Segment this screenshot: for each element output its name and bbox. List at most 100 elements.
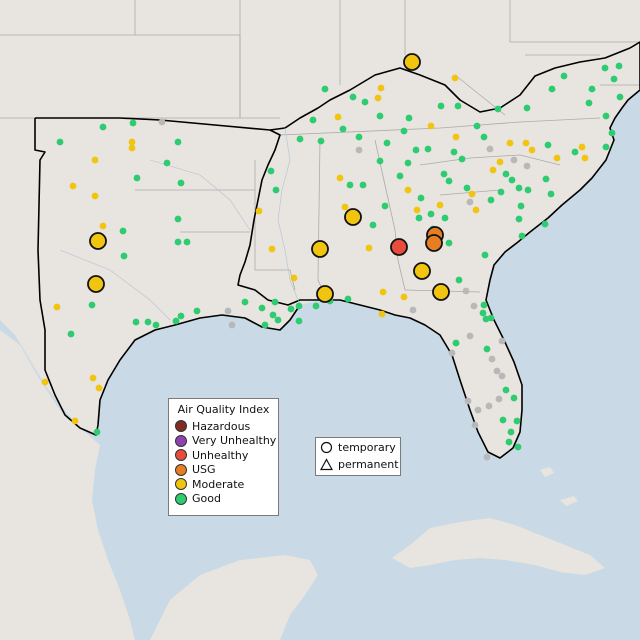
station-marker[interactable] <box>608 129 616 137</box>
station-marker[interactable] <box>41 378 49 386</box>
station-marker[interactable] <box>473 122 481 130</box>
station-marker[interactable] <box>505 438 513 446</box>
station-marker[interactable] <box>506 139 514 147</box>
station-marker[interactable] <box>454 102 462 110</box>
station-marker[interactable] <box>502 170 510 178</box>
station-marker[interactable] <box>495 395 503 403</box>
station-marker[interactable] <box>610 75 618 83</box>
station-marker[interactable] <box>174 138 182 146</box>
station-marker[interactable] <box>481 251 489 259</box>
station-marker[interactable] <box>413 206 421 214</box>
station-marker[interactable] <box>518 232 526 240</box>
station-marker[interactable] <box>128 144 136 152</box>
station-marker[interactable] <box>274 316 282 324</box>
station-marker[interactable] <box>365 244 373 252</box>
station-marker[interactable] <box>480 301 488 309</box>
station-marker[interactable] <box>522 139 530 147</box>
station-marker[interactable] <box>498 337 506 345</box>
station-marker[interactable] <box>427 210 435 218</box>
station-marker[interactable] <box>359 181 367 189</box>
station-marker[interactable] <box>405 114 413 122</box>
station-marker[interactable] <box>602 143 610 151</box>
station-marker[interactable] <box>129 119 137 127</box>
station-marker[interactable] <box>53 303 61 311</box>
station-marker[interactable] <box>474 406 482 414</box>
station-marker[interactable] <box>486 145 494 153</box>
station-marker[interactable] <box>67 330 75 338</box>
temporary-site-marker[interactable] <box>425 234 443 252</box>
station-marker[interactable] <box>174 238 182 246</box>
station-marker[interactable] <box>317 137 325 145</box>
station-marker[interactable] <box>427 122 435 130</box>
station-marker[interactable] <box>489 166 497 174</box>
station-marker[interactable] <box>448 349 456 357</box>
station-marker[interactable] <box>89 374 97 382</box>
station-marker[interactable] <box>379 288 387 296</box>
station-marker[interactable] <box>514 443 522 451</box>
station-marker[interactable] <box>177 179 185 187</box>
station-marker[interactable] <box>483 453 491 461</box>
station-marker[interactable] <box>261 321 269 329</box>
station-marker[interactable] <box>466 198 474 206</box>
station-marker[interactable] <box>496 158 504 166</box>
station-marker[interactable] <box>312 302 320 310</box>
temporary-site-marker[interactable] <box>316 285 334 303</box>
station-marker[interactable] <box>466 332 474 340</box>
station-marker[interactable] <box>497 188 505 196</box>
station-marker[interactable] <box>523 104 531 112</box>
station-marker[interactable] <box>510 156 518 164</box>
station-marker[interactable] <box>424 145 432 153</box>
station-marker[interactable] <box>355 133 363 141</box>
station-marker[interactable] <box>441 214 449 222</box>
station-marker[interactable] <box>445 239 453 247</box>
station-marker[interactable] <box>541 220 549 228</box>
station-marker[interactable] <box>336 174 344 182</box>
station-marker[interactable] <box>523 162 531 170</box>
station-marker[interactable] <box>224 307 232 315</box>
station-marker[interactable] <box>404 186 412 194</box>
station-marker[interactable] <box>267 167 275 175</box>
station-marker[interactable] <box>458 155 466 163</box>
station-marker[interactable] <box>128 138 136 146</box>
station-marker[interactable] <box>488 355 496 363</box>
temporary-site-marker[interactable] <box>390 238 408 256</box>
station-marker[interactable] <box>376 157 384 165</box>
station-marker[interactable] <box>437 102 445 110</box>
station-marker[interactable] <box>472 206 480 214</box>
station-marker[interactable] <box>601 64 609 72</box>
station-marker[interactable] <box>255 207 263 215</box>
station-marker[interactable] <box>369 221 377 229</box>
station-marker[interactable] <box>415 214 423 222</box>
station-marker[interactable] <box>355 146 363 154</box>
station-marker[interactable] <box>183 238 191 246</box>
station-marker[interactable] <box>452 339 460 347</box>
station-marker[interactable] <box>553 154 561 162</box>
station-marker[interactable] <box>361 98 369 106</box>
station-marker[interactable] <box>436 201 444 209</box>
station-marker[interactable] <box>290 274 298 282</box>
station-marker[interactable] <box>502 386 510 394</box>
temporary-site-marker[interactable] <box>344 208 362 226</box>
station-marker[interactable] <box>132 318 140 326</box>
station-marker[interactable] <box>493 367 501 375</box>
station-marker[interactable] <box>269 311 277 319</box>
station-marker[interactable] <box>152 321 160 329</box>
station-marker[interactable] <box>172 317 180 325</box>
station-marker[interactable] <box>377 84 385 92</box>
station-marker[interactable] <box>91 192 99 200</box>
station-marker[interactable] <box>56 138 64 146</box>
temporary-site-marker[interactable] <box>89 232 107 250</box>
station-marker[interactable] <box>381 202 389 210</box>
station-marker[interactable] <box>296 135 304 143</box>
temporary-site-marker[interactable] <box>432 283 450 301</box>
station-marker[interactable] <box>400 293 408 301</box>
station-marker[interactable] <box>334 113 342 121</box>
station-marker[interactable] <box>91 156 99 164</box>
station-marker[interactable] <box>528 146 536 154</box>
station-marker[interactable] <box>158 118 166 126</box>
station-marker[interactable] <box>487 196 495 204</box>
station-marker[interactable] <box>450 148 458 156</box>
station-marker[interactable] <box>295 302 303 310</box>
station-marker[interactable] <box>455 276 463 284</box>
station-marker[interactable] <box>344 295 352 303</box>
